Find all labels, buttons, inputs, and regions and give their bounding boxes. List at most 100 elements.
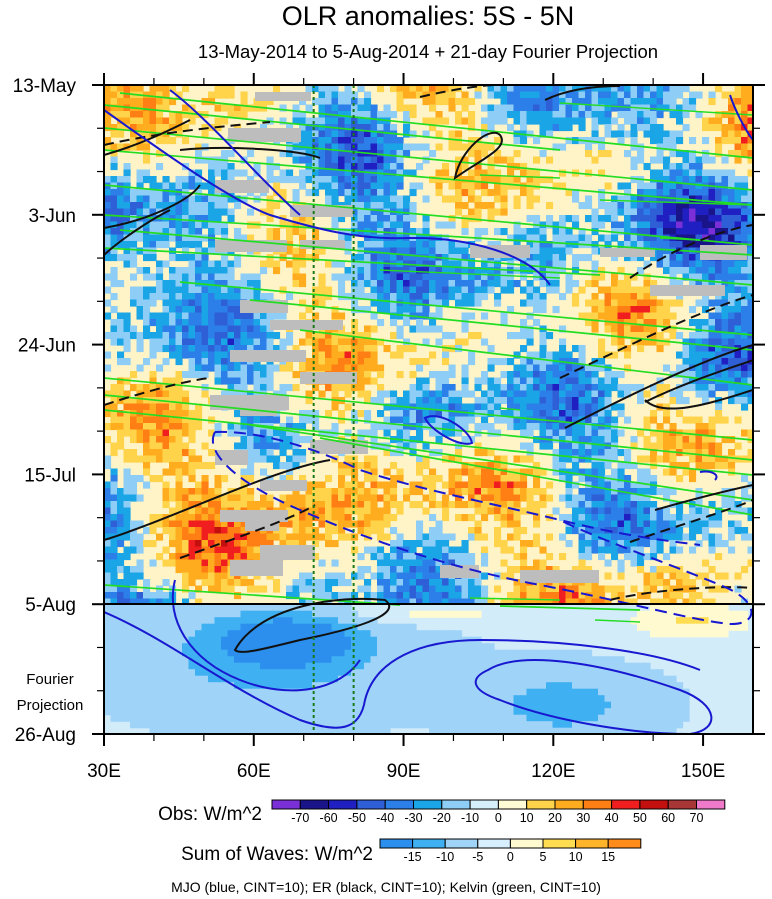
obs-cell	[195, 176, 203, 184]
obs-cell	[305, 150, 313, 158]
obs-cell	[656, 436, 664, 444]
obs-cell	[591, 403, 599, 411]
obs-cell	[578, 377, 586, 385]
obs-cell	[695, 169, 703, 177]
obs-cell	[227, 371, 235, 379]
obs-cell	[552, 221, 560, 229]
obs-cell	[266, 364, 274, 372]
obs-cell	[286, 221, 294, 229]
obs-cell	[715, 364, 723, 372]
obs-cell	[585, 442, 593, 450]
obs-cell	[689, 234, 697, 242]
obs-cell	[357, 332, 365, 340]
obs-cell	[643, 208, 651, 216]
obs-cell	[318, 137, 326, 145]
obs-cell	[195, 507, 203, 515]
obs-cell	[572, 85, 580, 93]
obs-cell	[494, 91, 502, 99]
obs-cell	[201, 156, 209, 164]
obs-cell	[227, 91, 235, 99]
obs-cell	[637, 293, 645, 301]
obs-cell	[390, 514, 398, 522]
obs-cell	[325, 533, 333, 541]
obs-cell	[676, 176, 684, 184]
obs-cell	[123, 429, 131, 437]
obs-cell	[110, 273, 118, 281]
obs-cell	[468, 208, 476, 216]
obs-cell	[747, 150, 753, 158]
obs-cell	[299, 247, 307, 255]
obs-cell	[338, 351, 346, 359]
obs-cell	[370, 189, 378, 197]
obs-cell	[656, 319, 664, 327]
obs-cell	[533, 228, 541, 236]
obs-cell	[130, 481, 138, 489]
obs-cell	[455, 429, 463, 437]
obs-cell	[123, 507, 131, 515]
obs-cell	[149, 410, 157, 418]
obs-cell	[656, 254, 664, 262]
obs-cell	[221, 306, 229, 314]
obs-cell	[539, 293, 547, 301]
obs-cell	[598, 481, 606, 489]
obs-cell	[721, 436, 729, 444]
obs-cell	[188, 358, 196, 366]
obs-cell	[377, 384, 385, 392]
obs-cell	[500, 546, 508, 554]
obs-cell	[403, 273, 411, 281]
obs-cell	[377, 364, 385, 372]
obs-cell	[305, 488, 313, 496]
obs-cell	[201, 533, 209, 541]
obs-cell	[130, 475, 138, 483]
obs-cell	[201, 501, 209, 509]
obs-cell	[396, 416, 404, 424]
obs-cell	[682, 176, 690, 184]
obs-cell	[240, 325, 248, 333]
obs-cell	[598, 507, 606, 515]
obs-cell	[533, 111, 541, 119]
obs-cell	[624, 553, 632, 561]
obs-cell	[227, 273, 235, 281]
obs-cell	[617, 124, 625, 132]
obs-cell	[143, 124, 151, 132]
obs-cell	[227, 527, 235, 535]
obs-cell	[305, 501, 313, 509]
obs-cell	[728, 384, 736, 392]
obs-cell	[630, 273, 638, 281]
obs-cell	[396, 371, 404, 379]
obs-cell	[396, 533, 404, 541]
obs-cell	[448, 221, 456, 229]
obs-cell	[390, 293, 398, 301]
obs-cell	[175, 215, 183, 223]
obs-cell	[318, 117, 326, 125]
obs-cell	[247, 546, 255, 554]
obs-cell	[708, 260, 716, 268]
obs-cell	[520, 137, 528, 145]
obs-cell	[377, 202, 385, 210]
obs-cell	[143, 358, 151, 366]
obs-cell	[208, 345, 216, 353]
obs-cell	[637, 540, 645, 548]
obs-cell	[643, 286, 651, 294]
obs-cell	[643, 501, 651, 509]
obs-cell	[429, 416, 437, 424]
obs-cell	[136, 429, 144, 437]
obs-cell	[130, 494, 138, 502]
obs-cell	[611, 468, 619, 476]
obs-cell	[734, 273, 742, 281]
obs-cell	[175, 455, 183, 463]
obs-cell	[624, 416, 632, 424]
obs-cell	[715, 143, 723, 151]
obs-cell	[715, 449, 723, 457]
obs-cell	[312, 137, 320, 145]
obs-cell	[422, 228, 430, 236]
obs-cell	[156, 150, 164, 158]
obs-cell	[637, 215, 645, 223]
obs-cell	[403, 247, 411, 255]
obs-cell	[747, 514, 753, 522]
obs-cell	[494, 280, 502, 288]
obs-cell	[656, 98, 664, 106]
obs-cell	[409, 267, 417, 275]
obs-cell	[695, 377, 703, 385]
obs-cell	[370, 124, 378, 132]
